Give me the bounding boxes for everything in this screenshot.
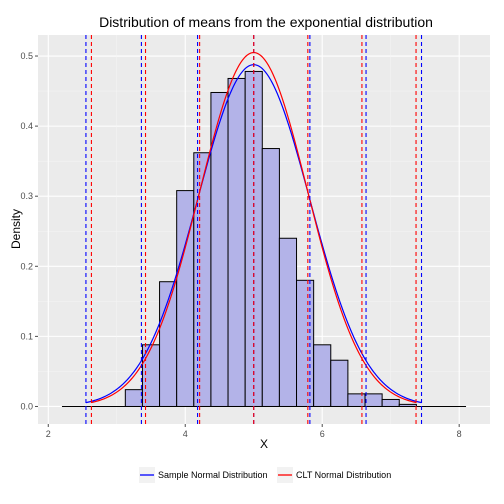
y-tick-label: 0.2 <box>20 261 33 271</box>
y-tick-label: 0.5 <box>20 51 33 61</box>
x-axis-title: X <box>260 437 268 451</box>
y-tick-label: 0.0 <box>20 401 33 411</box>
chart-title: Distribution of means from the exponenti… <box>99 14 433 30</box>
histogram-bar <box>296 279 315 407</box>
histogram-bar <box>261 148 280 407</box>
reference-lines <box>85 35 423 424</box>
legend-item-sample: Sample Normal Distribution <box>139 467 268 483</box>
legend-label-clt: CLT Normal Distribution <box>296 470 391 480</box>
histogram-bar <box>330 359 349 407</box>
y-tick-label: 0.3 <box>20 191 33 201</box>
y-axis-title: Density <box>9 209 23 249</box>
legend: Sample Normal Distribution CLT Normal Di… <box>139 467 391 483</box>
histogram-bar <box>278 237 298 407</box>
y-tick-label: 0.1 <box>20 331 33 341</box>
histogram-bar <box>193 152 212 407</box>
histogram-bar <box>227 77 246 407</box>
histogram-bar <box>124 389 143 407</box>
x-axis-ticks: 2 4 6 8 <box>46 424 462 439</box>
histogram-bar <box>381 398 400 407</box>
histogram-bar <box>313 344 332 407</box>
x-tick-label: 6 <box>320 429 325 439</box>
x-tick-label: 4 <box>183 429 188 439</box>
histogram-bars <box>61 70 467 407</box>
legend-label-sample: Sample Normal Distribution <box>158 470 268 480</box>
histogram-bar <box>364 393 383 407</box>
y-axis-ticks: 0.0 0.1 0.2 0.3 0.4 0.5 <box>20 51 38 411</box>
legend-item-clt: CLT Normal Distribution <box>277 467 391 483</box>
x-tick-label: 2 <box>46 429 51 439</box>
x-tick-label: 8 <box>457 429 462 439</box>
y-tick-label: 0.4 <box>20 121 33 131</box>
